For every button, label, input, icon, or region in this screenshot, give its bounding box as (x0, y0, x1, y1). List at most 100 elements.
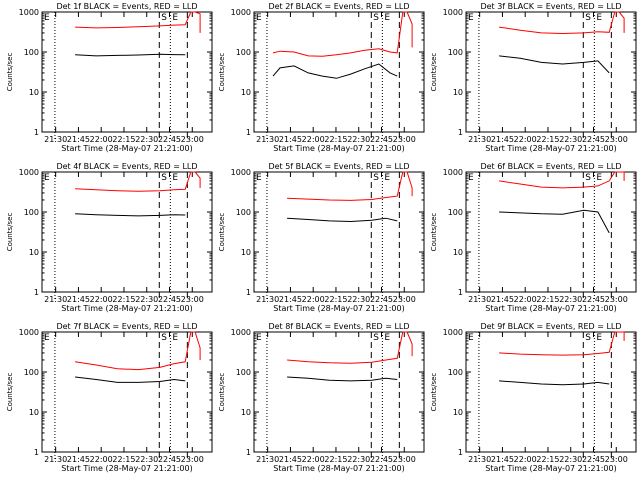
x-tick-label: 22:15 (536, 135, 559, 144)
panel-marker-e: E (256, 333, 262, 343)
x-tick-label: 22:30 (347, 135, 370, 144)
y-tick-label: 1 (458, 448, 463, 457)
y-tick-label: 100 (236, 368, 251, 377)
marker-label-e: E (596, 173, 602, 183)
panel-marker-e: E (468, 13, 474, 23)
marker-label-e: E (172, 333, 178, 343)
marker-label-e: E (384, 173, 390, 183)
x-tick-label: 22:30 (135, 455, 158, 464)
y-tick-label: 10 (453, 88, 463, 97)
plot-frame (465, 171, 637, 293)
events-series-line (499, 209, 610, 234)
y-tick-label: 10 (29, 408, 39, 417)
x-tick-label: 22:00 (90, 135, 113, 144)
x-tick-label: 22:45 (370, 135, 393, 144)
y-tick-label: 1 (458, 128, 463, 137)
x-tick-label: 21:30 (468, 455, 491, 464)
y-tick-label: 1 (34, 128, 39, 137)
x-tick-label: 22:15 (536, 455, 559, 464)
lld-series-line (75, 11, 201, 33)
panel-1: Det 1f BLACK = Events, RED = LLD 1 10 100 10… (6, 2, 213, 153)
x-tick-label: 21:45 (491, 135, 514, 144)
x-tick-label: 21:45 (491, 455, 514, 464)
x-axis-label: Start Time (28-May-07 21:21:00) (273, 304, 404, 313)
marker-label-e: E (172, 13, 178, 23)
x-tick-label: 21:30 (256, 135, 279, 144)
x-tick-label: 21:30 (44, 295, 67, 304)
y-axis-label: Counts/sec (430, 213, 438, 252)
x-tick-label: 21:30 (256, 295, 279, 304)
y-tick-label: 10 (29, 88, 39, 97)
panel-9: Det 9f BLACK = Events, RED = LLD 1 10 100 10… (430, 322, 637, 473)
panel-title: Det 8f BLACK = Events, RED = LLD (268, 322, 409, 331)
marker-label-e: E (384, 333, 390, 343)
lld-series-line (75, 171, 201, 192)
marker-label-s: S (585, 333, 591, 343)
x-tick-label: 23:00 (605, 455, 628, 464)
y-tick-label: 100 (236, 48, 251, 57)
panel-marker-e: E (44, 13, 50, 23)
lld-series-line (499, 171, 625, 189)
x-axis-label: Start Time (28-May-07 21:21:00) (273, 144, 404, 153)
y-axis-label: Counts/sec (6, 53, 14, 92)
y-tick-label: 10 (241, 248, 251, 257)
x-tick-label: 21:45 (279, 295, 302, 304)
x-tick-label: 23:00 (181, 135, 204, 144)
panel-title: Det 1f BLACK = Events, RED = LLD (56, 2, 197, 11)
x-tick-label: 22:00 (514, 455, 537, 464)
y-tick-label: 10 (29, 248, 39, 257)
x-tick-label: 21:30 (256, 455, 279, 464)
panel-title: Det 3f BLACK = Events, RED = LLD (480, 2, 621, 11)
marker-label-s: S (161, 333, 167, 343)
panel-marker-e: E (44, 173, 50, 183)
x-tick-label: 22:45 (582, 455, 605, 464)
y-tick-label: 100 (236, 208, 251, 217)
x-axis-label: Start Time (28-May-07 21:21:00) (485, 144, 616, 153)
y-tick-label: 1000 (19, 328, 39, 337)
events-series-line (75, 376, 186, 383)
y-tick-label: 1000 (19, 168, 39, 177)
panel-marker-e: E (468, 333, 474, 343)
x-tick-label: 22:15 (324, 295, 347, 304)
y-tick-label: 100 (24, 208, 39, 217)
y-tick-label: 100 (448, 368, 463, 377)
x-tick-label: 21:30 (468, 295, 491, 304)
y-axis-label: Counts/sec (6, 373, 14, 412)
y-tick-label: 1000 (443, 8, 463, 17)
events-series-line (287, 217, 398, 223)
x-axis-label: Start Time (28-May-07 21:21:00) (61, 304, 192, 313)
y-tick-label: 10 (453, 408, 463, 417)
panel-6: Det 6f BLACK = Events, RED = LLD 1 10 100 10… (430, 162, 637, 313)
events-series-line (499, 380, 610, 386)
y-tick-label: 1000 (19, 8, 39, 17)
x-tick-label: 22:00 (90, 455, 113, 464)
y-axis-label: Counts/sec (218, 213, 226, 252)
x-tick-label: 22:45 (582, 295, 605, 304)
panel-title: Det 7f BLACK = Events, RED = LLD (56, 322, 197, 331)
x-tick-label: 22:30 (135, 135, 158, 144)
x-tick-label: 23:00 (393, 295, 416, 304)
panel-title: Det 9f BLACK = Events, RED = LLD (480, 322, 621, 331)
y-tick-label: 10 (241, 408, 251, 417)
x-tick-label: 22:00 (302, 455, 325, 464)
marker-label-s: S (373, 13, 379, 23)
y-axis-label: Counts/sec (430, 53, 438, 92)
y-tick-label: 100 (448, 48, 463, 57)
x-tick-label: 23:00 (605, 135, 628, 144)
events-series-line (75, 53, 186, 57)
x-tick-label: 22:00 (302, 135, 325, 144)
y-axis-label: Counts/sec (6, 213, 14, 252)
x-tick-label: 22:45 (158, 295, 181, 304)
x-tick-label: 22:30 (135, 295, 158, 304)
x-tick-label: 22:45 (582, 135, 605, 144)
x-tick-label: 22:30 (559, 295, 582, 304)
marker-label-s: S (161, 13, 167, 23)
events-series-line (287, 376, 398, 382)
marker-label-s: S (373, 333, 379, 343)
panel-title: Det 6f BLACK = Events, RED = LLD (480, 162, 621, 171)
marker-label-e: E (384, 13, 390, 23)
x-tick-label: 21:45 (279, 135, 302, 144)
x-tick-label: 23:00 (181, 455, 204, 464)
events-series-line (272, 63, 398, 79)
